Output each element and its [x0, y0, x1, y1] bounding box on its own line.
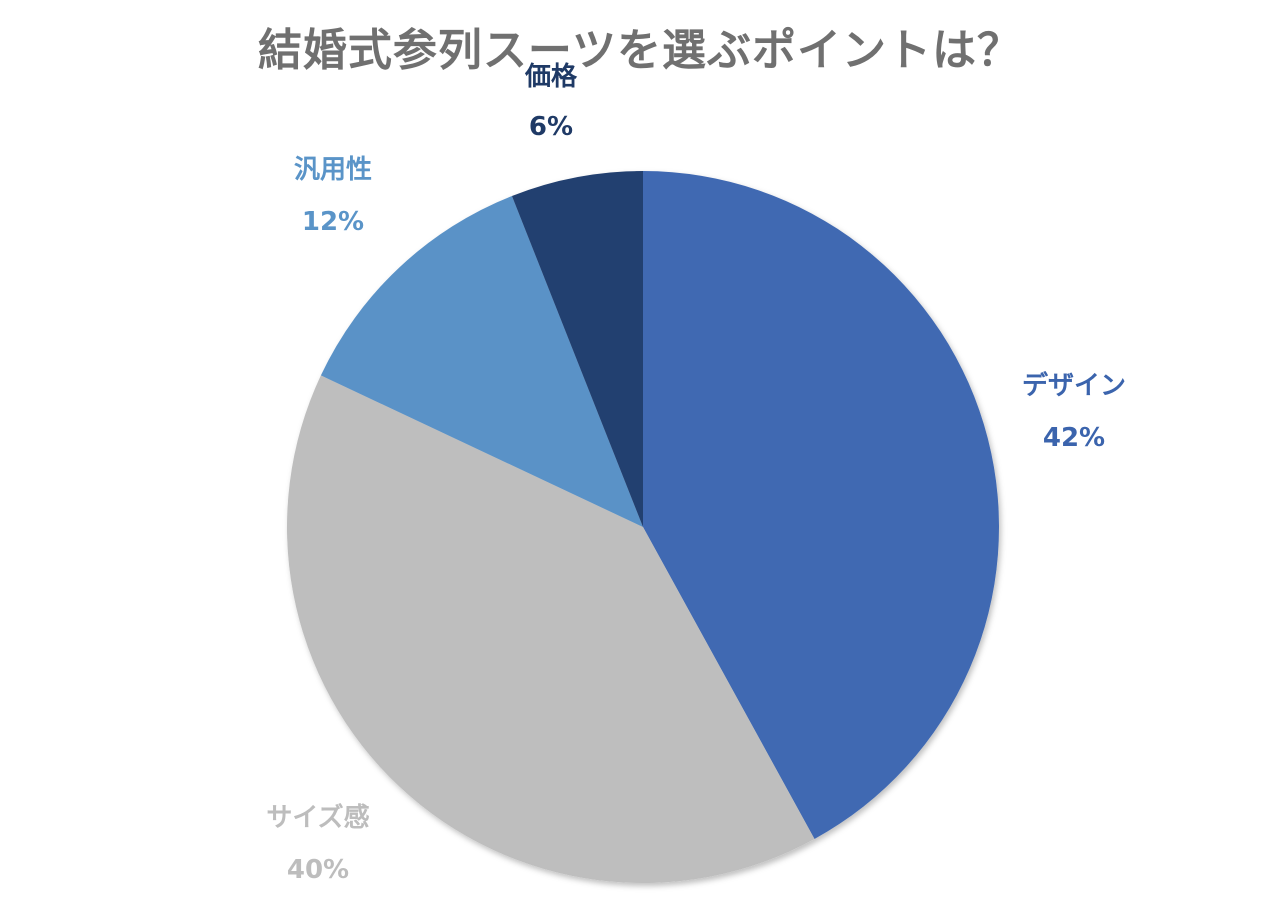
slice-price: [511, 171, 643, 527]
chart-title: 結婚式参列スーツを選ぶポイントは？: [257, 25, 1023, 76]
slice-versatility: [320, 195, 643, 527]
label-design-category: デザイン: [1022, 370, 1126, 401]
label-size-percent: 40%: [287, 855, 349, 885]
label-price-category: 価格: [524, 61, 578, 92]
label-versatility-percent: 12%: [302, 207, 364, 237]
pie-slices: [287, 171, 999, 884]
label-design-percent: 42%: [1043, 423, 1105, 453]
pie-labels: デザイン 42% サイズ感 40% 汎用性 12% 価格 6%: [266, 61, 1126, 885]
label-size-category: サイズ感: [266, 802, 369, 833]
label-price-percent: 6%: [529, 112, 573, 142]
slice-design: [643, 171, 999, 839]
slice-size: [287, 375, 815, 884]
label-versatility-category: 汎用性: [294, 155, 372, 185]
